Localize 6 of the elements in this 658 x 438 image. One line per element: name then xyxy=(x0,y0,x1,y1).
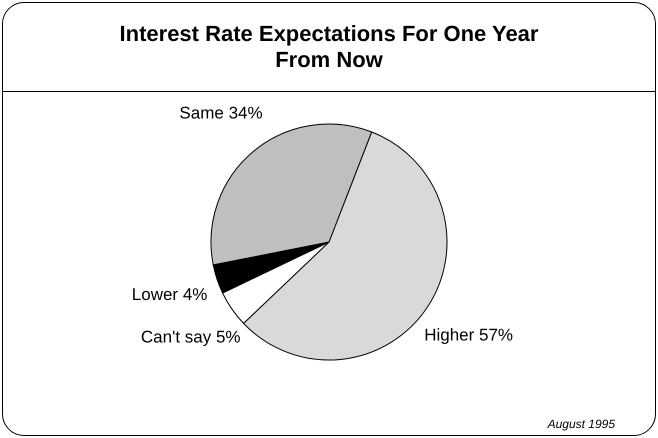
chart-title: Interest Rate Expectations For One Year From Now xyxy=(118,21,540,73)
text: August 1995 xyxy=(548,417,615,431)
slice-label: Same 34% xyxy=(179,103,263,122)
slice-label: Lower 4% xyxy=(132,285,208,304)
slice-label: Can't say 5% xyxy=(140,327,241,346)
slice-label: Higher 57% xyxy=(424,325,514,344)
